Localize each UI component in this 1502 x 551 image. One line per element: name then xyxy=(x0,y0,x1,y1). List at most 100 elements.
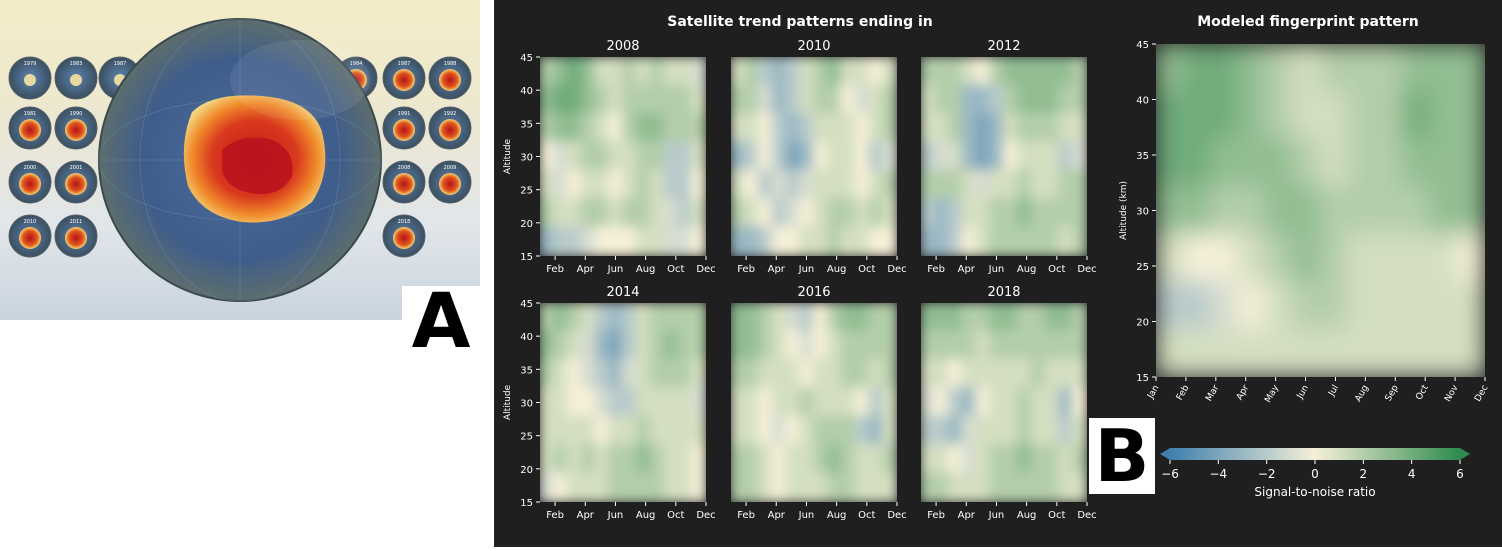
heatmap-cell xyxy=(649,141,666,172)
heatmap-cell xyxy=(1003,472,1019,502)
heatmap-cell xyxy=(840,387,857,418)
heatmap-cell xyxy=(1346,233,1377,283)
heatmap-cell xyxy=(840,472,857,502)
panel-a-label: A xyxy=(402,283,480,359)
heatmap-cell xyxy=(635,444,652,475)
heatmap-cell xyxy=(540,169,555,201)
heatmap-cell xyxy=(757,226,774,256)
heatmap-cell xyxy=(933,57,950,87)
heatmap-cell xyxy=(771,169,788,201)
heatmap-cell xyxy=(785,169,802,201)
heatmap-cell xyxy=(1044,112,1061,144)
heatmap-cell xyxy=(1072,358,1087,390)
heatmap-cell xyxy=(594,444,611,475)
heatmap-cell xyxy=(677,330,694,361)
heatmap-cell xyxy=(691,141,706,172)
subplot-title: 2018 xyxy=(987,285,1020,300)
heatmap-cell xyxy=(989,169,1005,201)
model-title: Modeled fingerprint pattern xyxy=(1197,14,1419,30)
heatmap-cell xyxy=(921,330,936,361)
heatmap-cell xyxy=(1237,233,1267,283)
x-tick-label: Aug xyxy=(636,510,656,521)
heatmap-cell xyxy=(933,387,950,418)
x-tick-label: Oct xyxy=(1414,383,1431,402)
heatmap-cell xyxy=(1016,358,1033,390)
ozone-hole-image: 1979 1983 1987 1984 1987 1988 1981 1990 1991 1992… xyxy=(0,0,480,320)
x-tick-label: Sep xyxy=(1384,383,1401,403)
heatmap-cell xyxy=(882,57,897,87)
heatmap-cell xyxy=(1182,280,1212,331)
x-tick-label: Feb xyxy=(927,264,945,275)
heatmap-cell xyxy=(580,472,597,502)
heatmap-cell xyxy=(840,303,857,333)
heatmap-cell xyxy=(622,226,638,256)
heatmap-cell xyxy=(649,57,666,87)
heatmap-cell xyxy=(1401,280,1432,331)
heatmap-cell xyxy=(1030,387,1047,418)
heatmap-cell xyxy=(933,444,950,475)
colorbar xyxy=(1170,448,1460,460)
heatmap-cell xyxy=(961,472,978,502)
heatmap-cell xyxy=(1237,280,1267,331)
heatmap-cell xyxy=(785,330,802,361)
heatmap-cell xyxy=(1030,57,1047,87)
heatmap-cell xyxy=(961,415,978,447)
heatmap-cell xyxy=(649,226,666,256)
heatmap-cell xyxy=(947,303,964,333)
heatmap-cell xyxy=(840,141,857,172)
heatmap-cell xyxy=(1044,198,1061,229)
heatmap-cell xyxy=(799,358,815,390)
heatmap-cell xyxy=(961,444,978,475)
heatmap-cell xyxy=(635,330,652,361)
heatmap-cell xyxy=(1058,415,1075,447)
x-tick-label: Jun xyxy=(988,264,1005,275)
heatmap-cell xyxy=(799,57,815,87)
heatmap-cell xyxy=(580,415,597,447)
thumbnail-year-label: 2011 xyxy=(70,219,83,225)
heatmap-cell xyxy=(691,303,706,333)
heatmap-cell xyxy=(1182,328,1212,377)
subplot-title: 2016 xyxy=(797,285,830,300)
heatmap-cell xyxy=(663,444,680,475)
heatmap-cell xyxy=(975,387,992,418)
heatmap-cell xyxy=(1003,358,1019,390)
heatmap-cell xyxy=(580,330,597,361)
heatmap-cell xyxy=(677,226,694,256)
heatmap-cell xyxy=(1209,328,1240,377)
heatmap-cell xyxy=(1346,280,1377,331)
heatmap-cell xyxy=(840,57,857,87)
heatmap-cell xyxy=(663,112,680,144)
heatmap-cell xyxy=(882,112,897,144)
heatmap-cell xyxy=(1030,169,1047,201)
colorbar-tick-label: −2 xyxy=(1258,467,1276,481)
heatmap-cell xyxy=(552,141,569,172)
heatmap-cell xyxy=(1264,138,1295,188)
heatmap-cell xyxy=(921,472,936,502)
heatmap-cell xyxy=(854,226,871,256)
heatmap-cell xyxy=(975,84,992,115)
heatmap-cell xyxy=(1182,138,1212,188)
heatmap-cell xyxy=(566,387,583,418)
y-tick-label: 20 xyxy=(1136,318,1149,329)
colorbar-tick-label: 0 xyxy=(1311,467,1319,481)
heatmap-cell xyxy=(1429,280,1459,331)
heatmap-cell xyxy=(677,387,694,418)
heatmap-cell xyxy=(1072,415,1087,447)
colorbar-min-arrow xyxy=(1160,448,1170,460)
heatmap-cell xyxy=(975,169,992,201)
heatmap-cell xyxy=(785,226,802,256)
heatmap-cell xyxy=(989,84,1005,115)
x-tick-label: Apr xyxy=(577,510,595,521)
x-tick-label: Oct xyxy=(1048,510,1065,521)
heatmap-cell xyxy=(921,226,936,256)
heatmap-cell xyxy=(691,57,706,87)
heatmap-cell xyxy=(813,169,829,201)
heatmap-cell xyxy=(566,226,583,256)
heatmap-cell xyxy=(622,169,638,201)
heatmap-cell xyxy=(731,330,746,361)
heatmap-cell xyxy=(1374,280,1404,331)
heatmap-cell xyxy=(757,141,774,172)
heatmap-cell xyxy=(1264,233,1295,283)
heatmap-cell xyxy=(635,303,652,333)
heatmap-cell xyxy=(1044,358,1061,390)
